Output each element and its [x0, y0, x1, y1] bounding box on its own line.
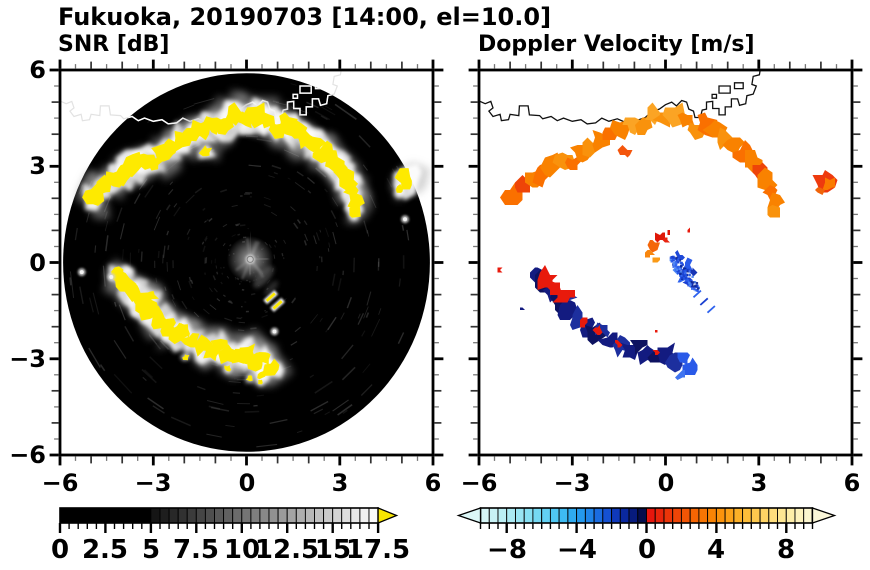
- x-tick-label: −6: [460, 469, 498, 497]
- colorbar-tick-label: 12.5: [254, 535, 320, 565]
- x-tick-label: 3: [331, 469, 349, 497]
- panel-title-velocity: Doppler Velocity [m/s]: [478, 32, 755, 57]
- colorbar-tick-label: 15: [314, 535, 352, 565]
- y-tick-label: 3: [29, 152, 46, 180]
- colorbar-tick-label: 10: [223, 535, 261, 565]
- colorbar-tick-label: 2.5: [81, 535, 129, 565]
- y-tick-label: 6: [29, 56, 46, 84]
- colorbar-tick-label: 7.5: [172, 535, 220, 565]
- colorbar-tick-label: −8: [487, 535, 527, 565]
- colorbar-tick-label: 0: [637, 535, 657, 565]
- colorbar-tick-label: 8: [776, 535, 796, 565]
- x-tick-label: 0: [238, 469, 256, 497]
- colorbar-tick-label: 4: [706, 535, 726, 565]
- x-tick-label: 3: [750, 469, 768, 497]
- x-tick-label: −3: [553, 469, 591, 497]
- colorbar-tick-label: −4: [557, 535, 597, 565]
- x-tick-label: 6: [424, 469, 442, 497]
- x-tick-label: −6: [41, 469, 79, 497]
- x-tick-label: 6: [843, 469, 861, 497]
- panel-title-snr: SNR [dB]: [58, 32, 170, 57]
- figure-title: Fukuoka, 20190703 [14:00, el=10.0]: [58, 3, 552, 31]
- y-tick-label: 0: [29, 249, 46, 277]
- x-tick-label: 0: [657, 469, 675, 497]
- y-tick-label: −6: [9, 441, 46, 469]
- y-tick-label: −3: [9, 345, 46, 373]
- x-tick-label: −3: [134, 469, 172, 497]
- colorbar-tick-label: 0: [50, 535, 70, 565]
- colorbar-tick-label: 17.5: [345, 535, 411, 565]
- colorbar-tick-label: 5: [141, 535, 161, 565]
